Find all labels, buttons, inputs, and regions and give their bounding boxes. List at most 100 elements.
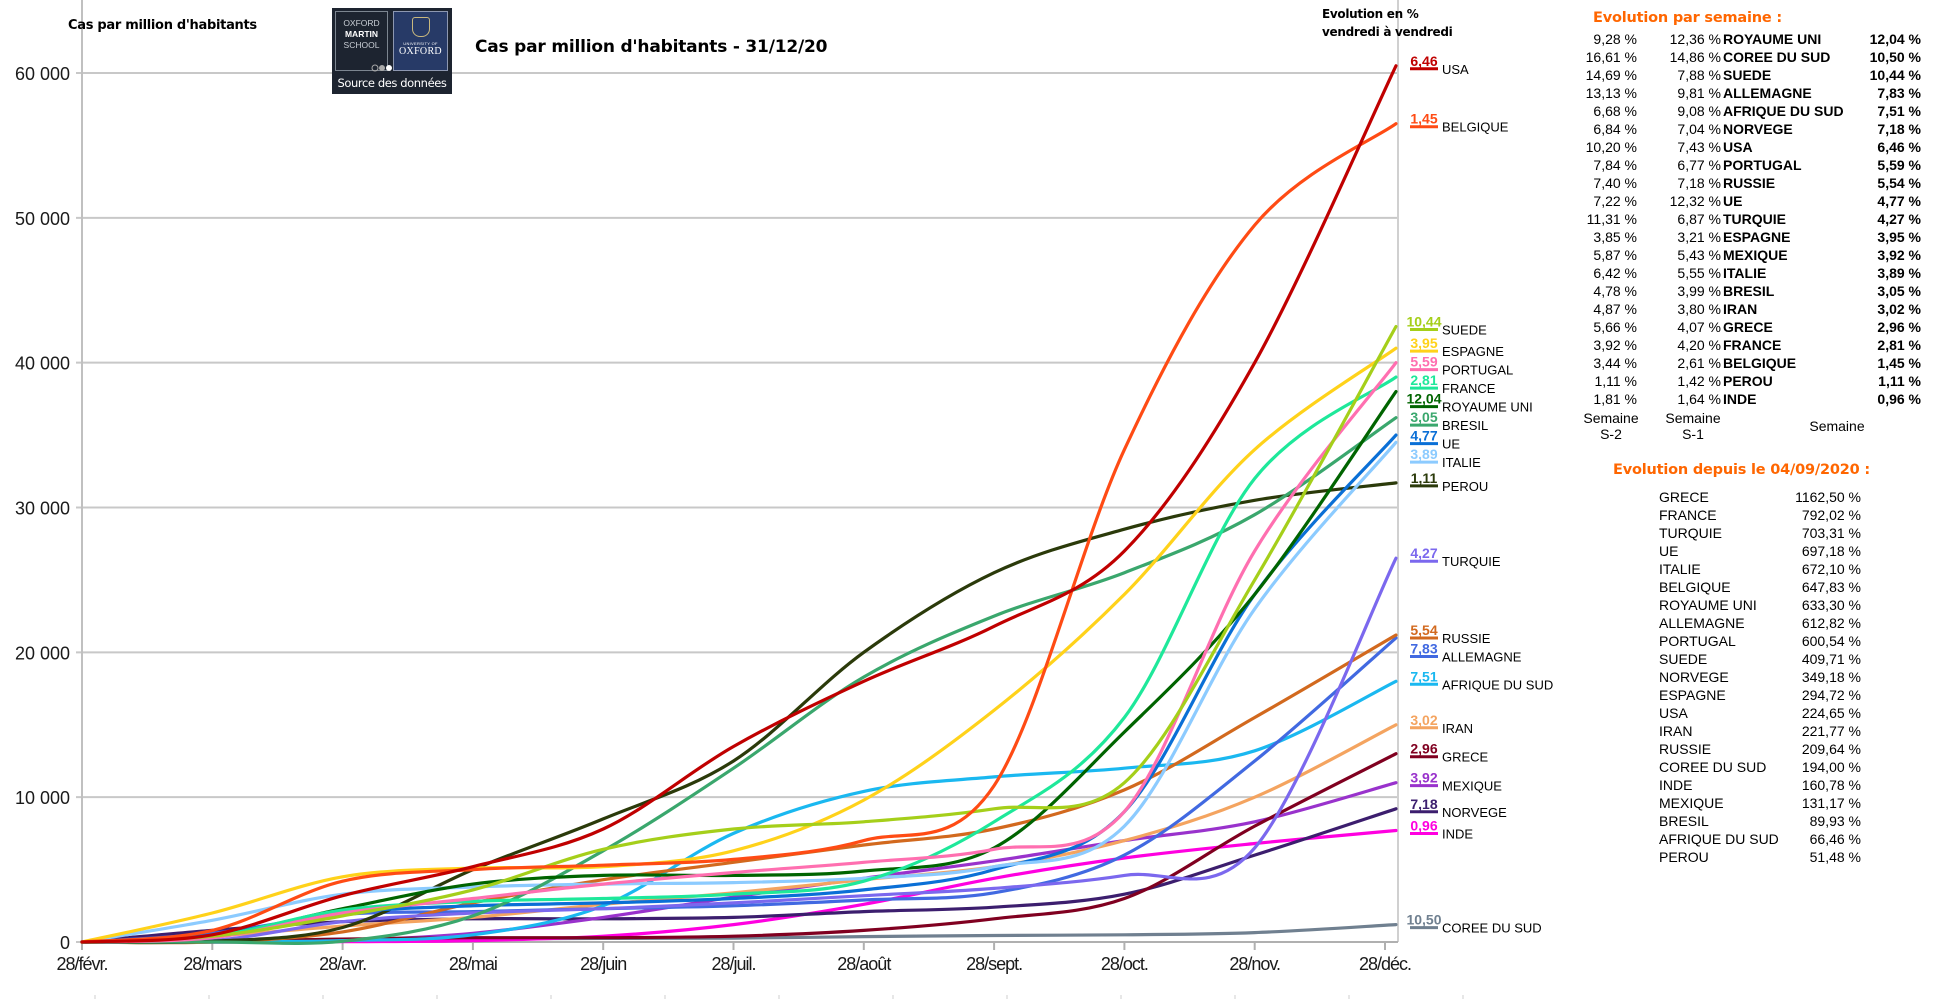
weekly-row: 16,61 % 14,86 % COREE DU SUD 10,50 % [1575,48,1935,66]
end-label-portugal: 5,59 PORTUGAL [1410,354,1513,378]
evolution-note-line2: vendredi à vendredi [1322,25,1453,39]
since-value: 160,78 % [1801,777,1861,793]
end-labels: 6,46USA1,45BELGIQUE10,44SUEDE3,95ESPAGNE… [1406,53,1553,936]
y-tick-label: 30 000 [15,499,70,519]
weekly-week-value: 6,46 % [1877,139,1921,155]
since-value: 600,54 % [1801,633,1861,649]
series-line-usa [80,64,1398,944]
x-tick-label: 28/déc. [1359,954,1411,974]
weekly-week-value: 7,18 % [1877,121,1921,137]
weekly-s2-value: 16,61 % [1585,49,1637,65]
weekly-s2-value: 5,87 % [1593,247,1637,263]
since-row: NORVEGE 349,18 % [1613,668,1933,686]
end-label-value: 1,45 [1410,111,1437,127]
end-label-value: 7,51 [1410,668,1437,684]
since-row: MEXIQUE 131,17 % [1613,794,1933,812]
series-line-belgique [80,122,1398,944]
weekly-s1-value: 9,81 % [1677,85,1721,101]
since-country-name: RUSSIE [1659,741,1712,757]
evolution-note: Evolution en % vendredi à vendredi [1322,5,1453,41]
logo-text-martin: MARTIN [344,29,379,39]
end-label-value: 7,18 [1410,796,1437,812]
end-label-country: GRECE [1442,750,1489,765]
end-label-russie: 5,54 RUSSIE [1410,622,1491,646]
weekly-week-value: 2,96 % [1877,319,1921,335]
university-of-oxford-logo: UNIVERSITY OF OXFORD [393,11,448,71]
end-label-country: PEROU [1442,479,1488,494]
end-label-country: ROYAUME UNI [1442,400,1533,415]
footer-s2-line2: S-2 [1600,426,1622,442]
logo-text-school: SCHOOL [343,40,380,50]
weekly-country-name: USA [1723,139,1753,155]
weekly-country-name: UE [1723,193,1743,209]
since-row: AFRIQUE DU SUD 66,46 % [1613,830,1933,848]
end-label-country: USA [1442,62,1469,77]
data-source-logo[interactable]: OXFORD MARTIN SCHOOL UNIVERSITY OF OXFOR… [332,8,452,94]
chart-title: Cas par million d'habitants - 31/12/20 [475,37,828,57]
weekly-week-value: 1,11 % [1878,373,1921,389]
weekly-s1-value: 12,36 % [1669,31,1721,47]
end-label-country: ALLEMAGNE [1442,649,1522,664]
x-tick-label: 28/avr. [319,954,366,974]
end-label-turquie: 4,27 TURQUIE [1410,545,1501,569]
since-row: UE 697,18 % [1613,542,1933,560]
weekly-s2-value: 11,31 % [1586,211,1637,227]
weekly-row: 4,87 % 3,80 % IRAN 3,02 % [1575,300,1935,318]
weekly-row: 7,40 % 7,18 % RUSSIE 5,54 % [1575,174,1935,192]
weekly-row: 9,28 % 12,36 % ROYAUME UNI 12,04 % [1575,30,1935,48]
weekly-s2-value: 3,92 % [1593,337,1637,353]
since-country-name: GRECE [1659,489,1709,505]
weekly-s1-value: 14,86 % [1669,49,1721,65]
since-country-name: BELGIQUE [1659,579,1731,595]
end-label-country: ITALIE [1442,455,1481,470]
weekly-s1-value: 12,32 % [1669,193,1721,209]
footer-s1: Semaine S-1 [1657,410,1729,442]
end-label-country: RUSSIE [1442,631,1491,646]
weekly-s1-value: 2,61 % [1677,355,1721,371]
weekly-week-value: 7,83 % [1877,85,1921,101]
since-country-name: ALLEMAGNE [1659,615,1745,631]
since-row: TURQUIE 703,31 % [1613,524,1933,542]
end-label-country: PORTUGAL [1442,363,1513,378]
x-tick-label: 28/févr. [56,954,107,974]
weekly-week-value: 4,77 % [1877,193,1921,209]
weekly-s1-value: 3,21 % [1677,229,1721,245]
footer-s1-line2: S-1 [1682,426,1704,442]
since-row: BELGIQUE 647,83 % [1613,578,1933,596]
logo-text-oxford: OXFORD [343,18,380,28]
since-country-name: TURQUIE [1659,525,1722,541]
since-country-name: AFRIQUE DU SUD [1659,831,1779,847]
end-label-perou: 1,11 PEROU [1410,470,1488,494]
weekly-row: 1,81 % 1,64 % INDE 0,96 % [1575,390,1935,408]
end-label-value: 0,96 [1410,817,1437,833]
series-line-france [80,375,1398,944]
since-value: 209,64 % [1801,741,1861,757]
since-row: ESPAGNE 294,72 % [1613,686,1933,704]
since-row: USA 224,65 % [1613,704,1933,722]
y-axis-title: Cas par million d'habitants [68,18,257,33]
weekly-s2-value: 3,44 % [1593,355,1637,371]
since-country-name: NORVEGE [1659,669,1729,685]
footer-s2-line1: Semaine [1583,410,1639,426]
weekly-week-value: 4,27 % [1877,211,1921,227]
end-label-value: 3,89 [1410,446,1437,462]
cases-line-chart: 0 10 000 20 000 30 000 40 000 50 000 60 000 28/… [15,0,1553,999]
weekly-country-name: SUEDE [1723,67,1772,83]
end-label-allemagne: 7,83 ALLEMAGNE [1410,640,1522,664]
series-line-bresil [80,416,1398,945]
end-label-value: 6,46 [1410,53,1437,69]
y-tick-label: 50 000 [15,209,70,229]
weekly-row: 4,78 % 3,99 % BRESIL 3,05 % [1575,282,1935,300]
weekly-s1-value: 1,42 % [1677,373,1721,389]
weekly-s1-value: 1,64 % [1677,391,1721,407]
weekly-row: 6,84 % 7,04 % NORVEGE 7,18 % [1575,120,1935,138]
since-country-name: SUEDE [1659,651,1708,667]
weekly-s1-value: 7,04 % [1677,121,1721,137]
weekly-week-value: 10,44 % [1869,67,1921,83]
weekly-title: Evolution par semaine : [1593,10,1782,26]
x-tick-label: 28/mars [183,954,242,974]
weekly-row: 14,69 % 7,88 % SUEDE 10,44 % [1575,66,1935,84]
weekly-country-name: BRESIL [1723,283,1775,299]
since-value: 792,02 % [1801,507,1861,523]
